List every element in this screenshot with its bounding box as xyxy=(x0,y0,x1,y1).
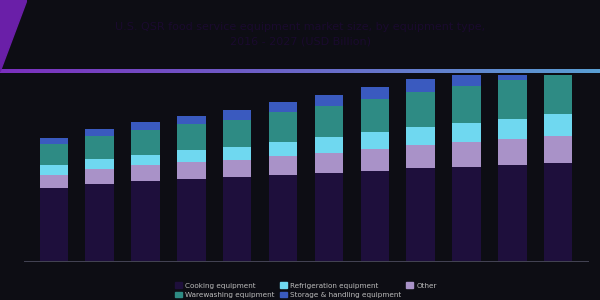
Bar xyxy=(452,72,481,86)
Bar xyxy=(269,175,297,261)
Bar xyxy=(406,127,435,145)
Bar xyxy=(85,169,114,184)
Bar xyxy=(40,138,68,144)
Bar xyxy=(315,95,343,106)
Bar xyxy=(223,119,251,147)
Bar xyxy=(85,159,114,169)
Bar xyxy=(269,156,297,175)
Bar xyxy=(269,102,297,112)
Bar xyxy=(40,144,68,165)
Bar xyxy=(223,110,251,119)
Bar xyxy=(177,124,206,150)
Bar xyxy=(315,153,343,172)
Bar xyxy=(315,172,343,261)
Bar xyxy=(452,85,481,123)
Bar xyxy=(498,140,527,165)
Bar xyxy=(177,116,206,124)
Bar xyxy=(315,106,343,137)
Bar xyxy=(177,162,206,178)
Bar xyxy=(361,87,389,99)
Bar xyxy=(269,112,297,142)
Bar xyxy=(406,79,435,92)
Bar xyxy=(498,80,527,119)
Bar xyxy=(131,130,160,155)
Bar xyxy=(40,188,68,261)
Bar xyxy=(406,92,435,127)
Bar xyxy=(452,167,481,261)
Bar xyxy=(177,178,206,261)
Bar xyxy=(85,184,114,261)
Bar xyxy=(361,132,389,149)
Bar xyxy=(544,163,572,261)
Bar xyxy=(544,136,572,163)
Bar xyxy=(131,122,160,130)
Bar xyxy=(498,65,527,80)
Bar xyxy=(498,119,527,140)
Bar xyxy=(131,155,160,165)
Bar xyxy=(223,160,251,177)
Text: U.S. QSR food service equipment market size, by equipment type,
2016 - 2027 (USD: U.S. QSR food service equipment market s… xyxy=(115,22,485,46)
Bar xyxy=(131,165,160,181)
Bar xyxy=(544,74,572,114)
Bar xyxy=(223,147,251,160)
Bar xyxy=(452,142,481,167)
Bar xyxy=(223,177,251,261)
Bar xyxy=(544,57,572,74)
Bar xyxy=(406,168,435,261)
Bar xyxy=(40,175,68,188)
Bar xyxy=(452,123,481,142)
Bar xyxy=(269,142,297,156)
Bar xyxy=(361,171,389,261)
Bar xyxy=(361,149,389,171)
Bar xyxy=(177,150,206,162)
Legend: Cooking equipment, Warewashing equipment, Refrigeration equipment, Storage & han: Cooking equipment, Warewashing equipment… xyxy=(172,280,440,300)
Bar xyxy=(544,114,572,136)
Bar xyxy=(498,165,527,261)
Bar xyxy=(40,165,68,175)
Bar xyxy=(85,136,114,159)
Polygon shape xyxy=(0,0,27,72)
Bar xyxy=(85,130,114,136)
Bar xyxy=(406,145,435,168)
Bar xyxy=(361,99,389,132)
Bar xyxy=(315,137,343,153)
Bar xyxy=(131,181,160,261)
